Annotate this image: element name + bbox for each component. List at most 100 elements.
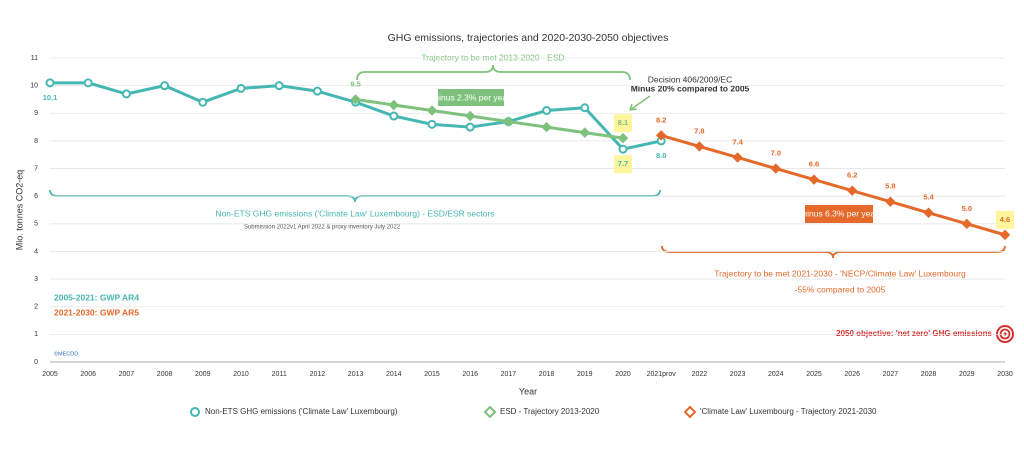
point (579, 127, 591, 138)
x-tick-label: 2017 (501, 371, 517, 378)
annotation: 2021-2030: GWP AR5 (54, 307, 139, 317)
annotation: ©MECDD (54, 350, 78, 357)
y-tick-label: 6 (34, 193, 38, 200)
chart-title: GHG emissions, trajectories and 2020-203… (388, 32, 669, 44)
series-line (355, 97, 624, 140)
x-tick-label: 2028 (921, 371, 937, 378)
point (465, 122, 475, 132)
annotation: 2005-2021: GWP AR4 (54, 292, 139, 302)
x-tick-label: 2027 (883, 371, 899, 378)
annotation: Non-ETS GHG emissions ('Climate Law' Lux… (215, 208, 494, 218)
x-tick-label: 2006 (80, 371, 96, 378)
annotation: 2050 objective: 'net zero' GHG emissions (836, 329, 992, 338)
x-tick-label: 2008 (157, 371, 173, 378)
point (426, 105, 438, 116)
point (350, 94, 361, 105)
annotation: Trajectory to be met 2013-2020 - ESD (421, 52, 564, 62)
annotation: Trajectory to be met 2021-2030 - 'NECP/C… (714, 268, 966, 278)
series-line (660, 133, 1006, 237)
x-tick-label: 2007 (119, 371, 135, 378)
x-tick-label: 2029 (959, 371, 975, 378)
x-tick-label: 2030 (997, 371, 1013, 378)
legend-label: ESD - Trajectory 2013-2020 (500, 407, 600, 416)
point (885, 196, 896, 207)
data-label: 9.5 (350, 79, 360, 88)
label-highlight (996, 210, 1014, 229)
y-tick-label: 4 (34, 248, 38, 255)
y-tick-label: 3 (34, 276, 38, 283)
data-label: 6.2 (847, 171, 857, 180)
x-tick-label: 2020 (615, 371, 631, 378)
x-tick-label: 2009 (195, 371, 211, 378)
point (312, 86, 322, 96)
data-label: 8.2 (656, 115, 666, 124)
point (389, 111, 399, 121)
point (274, 81, 284, 91)
point (655, 130, 667, 141)
data-label: 5.8 (885, 182, 895, 191)
annotation-box (438, 89, 504, 106)
point (808, 174, 820, 185)
point (427, 119, 437, 129)
y-axis-label: Mio. tonnes CO2-eq (14, 170, 24, 251)
label-highlight (614, 114, 632, 133)
data-label: 10.1 (43, 93, 58, 102)
point (83, 78, 93, 88)
y-tick-label: 8 (34, 138, 38, 145)
annotation: minus 2.3% per year (432, 92, 510, 102)
data-label: 5.0 (962, 204, 972, 213)
point (923, 207, 934, 218)
point (580, 103, 590, 113)
series-line (50, 81, 662, 151)
point (770, 163, 782, 174)
data-label: 8.0 (656, 151, 666, 160)
brace (661, 245, 1006, 259)
x-tick-label: 2014 (386, 371, 402, 378)
point (618, 144, 628, 154)
x-tick-label: 2010 (233, 371, 249, 378)
point (541, 121, 552, 133)
legend-marker (683, 405, 697, 419)
y-tick-label: 9 (34, 110, 38, 117)
point (45, 78, 55, 88)
grid (50, 57, 1005, 363)
annotation: -55% compared to 2005 (795, 284, 886, 294)
point (198, 97, 208, 107)
y-tick-label: 11 (31, 55, 38, 62)
x-tick-label: 2021prov (647, 371, 677, 378)
data-label: 4.6 (1000, 215, 1010, 224)
x-tick-label: 2018 (539, 371, 555, 378)
annotation: Minus 20% compared to 2005 (631, 83, 750, 93)
y-tick-label: 5 (34, 221, 38, 228)
x-tick-label: 2026 (844, 371, 860, 378)
legend-label: Non-ETS GHG emissions ('Climate Law' Lux… (205, 407, 398, 416)
point (388, 99, 400, 111)
data-label: 7.7 (618, 159, 628, 168)
y-tick-label: 10 (30, 82, 38, 89)
point (236, 83, 246, 93)
point (732, 152, 743, 163)
x-axis-label: Year (519, 386, 537, 396)
x-tick-label: 2025 (806, 371, 822, 378)
x-tick-label: 2016 (462, 371, 478, 378)
data-label: 5.4 (923, 193, 934, 202)
point (160, 81, 170, 91)
x-tick-label: 2012 (310, 371, 326, 378)
point (542, 106, 552, 116)
y-tick-label: 7 (34, 165, 38, 172)
x-tick-label: 2024 (768, 371, 784, 378)
legend-marker (483, 405, 497, 419)
x-tick-label: 2023 (730, 371, 746, 378)
point (961, 218, 973, 230)
point (617, 132, 629, 144)
x-tick-label: 2005 (42, 371, 58, 378)
point (694, 141, 705, 152)
legend-label: 'Climate Law' Luxembourg - Trajectory 20… (700, 407, 877, 416)
y-tick-label: 1 (34, 331, 38, 338)
data-label: 6.6 (809, 160, 819, 169)
y-tick-label: 0 (34, 359, 38, 366)
point (121, 89, 131, 99)
point (999, 229, 1011, 241)
x-tick-label: 2011 (272, 371, 287, 378)
